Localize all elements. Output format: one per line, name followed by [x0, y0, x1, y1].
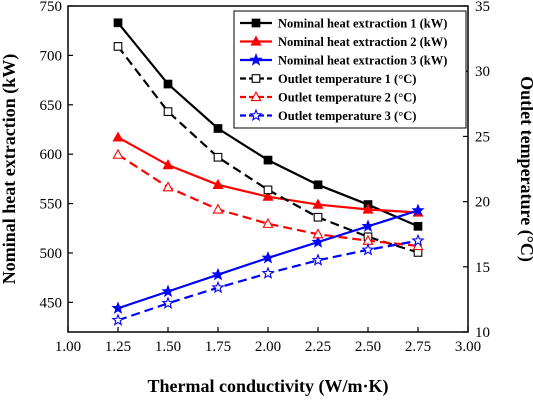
data-point	[261, 250, 275, 264]
x-tick-label: 1.50	[155, 339, 181, 355]
legend-label: Outlet temperature 1 (°C)	[278, 72, 416, 86]
legend-label: Outlet temperature 2 (°C)	[278, 91, 416, 105]
legend-label: Nominal heat extraction 1 (kW)	[278, 17, 447, 31]
data-point	[250, 91, 262, 102]
series-6	[111, 233, 425, 326]
data-point	[250, 35, 262, 46]
x-axis-title: Thermal conductivity (W/m·K)	[148, 376, 389, 397]
legend-item: Nominal heat extraction 1 (kW)	[240, 17, 447, 31]
data-point	[263, 185, 273, 195]
legend-item: Outlet temperature 3 (°C)	[240, 108, 416, 123]
series-line	[117, 136, 419, 214]
data-point	[211, 267, 225, 281]
legend-box	[233, 10, 467, 129]
y-right-tick-label: 30	[475, 64, 490, 80]
data-point	[249, 108, 263, 122]
y-right-tick-label: 35	[475, 0, 490, 15]
series-layer	[111, 18, 425, 326]
series-3	[111, 203, 425, 314]
data-point	[261, 266, 275, 279]
data-point	[211, 280, 225, 294]
y-right-tick-label: 15	[475, 260, 490, 276]
y-right-tick-label: 10	[475, 325, 490, 341]
data-point	[251, 74, 261, 83]
data-point	[311, 235, 325, 248]
data-point	[361, 242, 375, 256]
data-point	[161, 296, 175, 309]
x-tick-label: 3.00	[455, 339, 481, 355]
legend-item: Outlet temperature 2 (°C)	[240, 91, 416, 105]
data-point	[113, 18, 123, 28]
y-left-tick-label: 550	[40, 197, 63, 213]
y-left-tick-label: 700	[40, 48, 63, 64]
x-tick-label: 2.50	[355, 339, 381, 355]
data-point	[263, 155, 273, 165]
y-left-tick-label: 750	[40, 0, 63, 15]
x-tick-label: 2.25	[305, 339, 331, 355]
data-point	[213, 124, 223, 133]
legend-item: Outlet temperature 1 (°C)	[240, 72, 416, 86]
data-point	[312, 198, 324, 209]
data-point	[262, 190, 274, 201]
x-tick-label: 1.00	[55, 339, 81, 355]
data-point	[112, 131, 124, 142]
y-right-axis-title: Outlet temperature (°C)	[516, 76, 533, 262]
x-tick-label: 2.00	[255, 339, 281, 355]
y-left-tick-label: 450	[40, 295, 63, 311]
data-point	[262, 217, 274, 228]
legend-item: Nominal heat extraction 3 (kW)	[240, 53, 447, 68]
data-point	[311, 253, 325, 266]
x-tick-label: 1.75	[205, 339, 231, 355]
legend-label: Nominal heat extraction 3 (kW)	[278, 54, 447, 68]
y-right-tick-label: 20	[475, 195, 490, 211]
data-point	[362, 203, 374, 214]
data-point	[111, 313, 125, 326]
data-point	[163, 79, 173, 89]
data-point	[161, 284, 175, 298]
data-point	[162, 159, 174, 170]
series-2	[112, 131, 424, 217]
data-point	[313, 212, 323, 222]
x-tick-label: 1.25	[105, 339, 131, 355]
data-point	[111, 301, 125, 314]
data-point	[163, 107, 173, 116]
data-point	[112, 148, 124, 159]
data-point	[212, 178, 224, 189]
data-point	[411, 203, 425, 217]
y-right-tick-label: 25	[475, 129, 490, 145]
x-tick-label: 2.75	[405, 339, 431, 355]
data-point	[313, 180, 323, 190]
data-point	[162, 181, 174, 192]
legend: Nominal heat extraction 1 (kW) Nominal he…	[233, 10, 467, 129]
legend-label: Outlet temperature 3 (°C)	[278, 109, 416, 123]
legend-label: Nominal heat extraction 2 (kW)	[278, 35, 447, 49]
data-point	[249, 53, 263, 66]
data-point	[413, 221, 423, 231]
data-point	[251, 18, 261, 28]
y-left-axis-title: Nominal heat extraction (kW)	[0, 54, 20, 284]
legend-item: Nominal heat extraction 2 (kW)	[240, 35, 447, 49]
data-point	[212, 203, 224, 214]
y-left-tick-label: 500	[40, 246, 63, 262]
data-point	[361, 219, 375, 232]
data-point	[312, 228, 324, 239]
ticks-layer: 1.00 1.25 1.50 1.75 2.00 2.25 2.50 2.75 3.00 450 5…	[40, 0, 491, 355]
y-left-tick-label: 600	[40, 147, 63, 163]
data-point	[412, 239, 424, 251]
series-5	[112, 148, 424, 251]
data-point	[411, 233, 425, 247]
data-point	[213, 152, 223, 162]
y-left-tick-label: 650	[40, 98, 63, 114]
data-point	[113, 42, 123, 51]
